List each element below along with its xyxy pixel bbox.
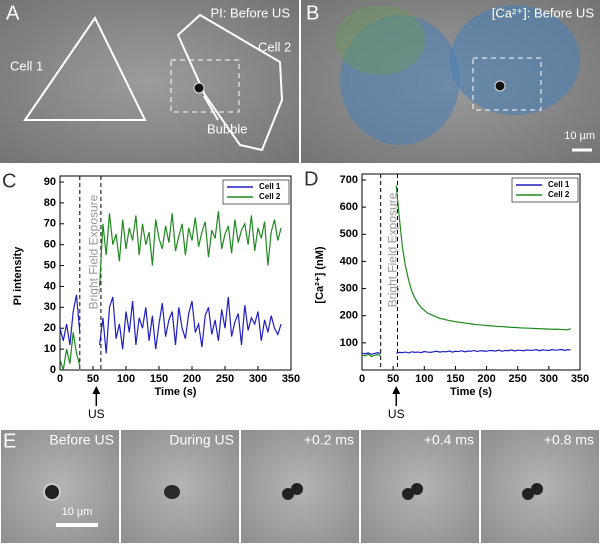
bubble	[43, 483, 61, 501]
y-tick-label: 300	[340, 282, 358, 294]
scale-label: 10 µm	[564, 130, 595, 142]
frame-label: During US	[169, 432, 234, 448]
x-tick-label: 100	[415, 373, 433, 385]
x-tick-label: 50	[387, 373, 399, 385]
legend-label: Cell 1	[259, 182, 281, 191]
legend-label: Cell 1	[548, 180, 570, 189]
y-tick-label: 10	[44, 343, 56, 355]
x-axis-label: Time (s)	[155, 386, 197, 398]
bubble-label: Bubble	[207, 121, 247, 136]
cell-label: Cell 1	[10, 58, 43, 73]
y-tick-label: 500	[340, 228, 358, 240]
image-title: [Ca²⁺]: Before US	[492, 5, 595, 20]
bubble	[193, 82, 205, 94]
y-tick-label: 30	[44, 301, 56, 313]
y-tick-label: 40	[44, 280, 56, 292]
x-tick-label: 0	[359, 373, 365, 385]
y-tick-label: 50	[44, 259, 56, 271]
scale-label: 10 µm	[62, 506, 93, 518]
y-tick-label: 90	[44, 176, 56, 188]
us-label: US	[88, 407, 105, 421]
x-tick-label: 300	[249, 373, 267, 385]
x-axis-label: Time (s)	[450, 386, 492, 398]
y-tick-label: 200	[340, 310, 358, 322]
bubble	[494, 80, 506, 92]
x-tick-label: 150	[446, 373, 464, 385]
panel-label: A	[6, 2, 20, 24]
legend-box	[511, 177, 579, 203]
charts: 0 10 20 30 40 50 60 70 80 90 0 50 100 150 200 250 300 350…	[2, 168, 589, 421]
y-axis-label: [Ca²⁺] (nM)	[314, 246, 326, 303]
us-label: US	[388, 407, 405, 421]
bubble	[164, 485, 180, 499]
fluorescence	[340, 15, 460, 145]
series-line	[59, 211, 282, 371]
y-tick-label: 700	[340, 174, 358, 186]
frame-label: +0.8 ms	[544, 432, 594, 448]
fluorescence	[335, 5, 425, 75]
legend-label: Cell 2	[259, 192, 281, 201]
bubble	[522, 488, 534, 500]
legend-label: Cell 2	[548, 190, 570, 199]
panel-a: A PI: Before US Cell 1 Cell 2 Bubble	[0, 0, 299, 163]
panel-label: C	[2, 170, 16, 192]
x-tick-label: 350	[282, 373, 300, 385]
bubble	[402, 488, 414, 500]
frame-label: Before US	[49, 432, 114, 448]
roi-box	[170, 59, 240, 113]
frame-label: +0.2 ms	[304, 432, 354, 448]
panel-label: D	[304, 168, 318, 190]
panel-b: B [Ca²⁺]: Before US 10 µm	[301, 0, 600, 163]
video-frame	[121, 430, 239, 543]
annotation: Bright Field Exposure	[87, 194, 101, 309]
x-tick-label: 100	[117, 373, 135, 385]
y-axis-label: PI intensity	[12, 246, 24, 306]
y-tick-label: 600	[340, 201, 358, 213]
y-tick-label: 0	[50, 364, 56, 376]
y-tick-label: 100	[340, 337, 358, 349]
cell-label: Cell 2	[258, 39, 291, 54]
cell-outline	[176, 13, 284, 152]
x-tick-label: 350	[571, 373, 589, 385]
y-tick-label: 20	[44, 322, 56, 334]
y-tick-label: 60	[44, 239, 56, 251]
panel-e: Before US During US +0.2 ms +0.4 ms +0.8 ms E…	[1, 430, 599, 543]
x-tick-label: 200	[477, 373, 495, 385]
x-tick-label: 50	[87, 373, 99, 385]
x-tick-label: 300	[540, 373, 558, 385]
x-tick-label: 250	[216, 373, 234, 385]
us-arrow-head	[392, 386, 401, 394]
legend-box	[222, 179, 290, 205]
roi-box	[472, 57, 542, 111]
x-tick-label: 200	[183, 373, 201, 385]
us-arrow-head	[92, 386, 101, 394]
bubble	[291, 483, 303, 495]
micrograph	[0, 0, 299, 163]
cell-outline	[23, 16, 147, 121]
y-tick-label: 70	[44, 218, 56, 230]
image-title: PI: Before US	[211, 5, 291, 20]
fluorescence	[450, 5, 580, 115]
series-line	[59, 294, 282, 354]
bubble	[282, 488, 294, 500]
y-tick-label: 400	[340, 255, 358, 267]
y-tick-label: 80	[44, 197, 56, 209]
x-tick-label: 0	[57, 373, 63, 385]
bubble	[531, 483, 543, 495]
arrow	[203, 95, 219, 121]
panel-label: E	[3, 430, 16, 452]
series-line	[361, 348, 571, 355]
panel-label: B	[306, 2, 319, 24]
plot-frame	[59, 175, 292, 371]
series-line	[361, 185, 571, 358]
frame-label: +0.4 ms	[424, 432, 474, 448]
x-tick-label: 150	[150, 373, 168, 385]
annotation: Bright Field Exposure	[385, 192, 399, 307]
x-tick-label: 250	[509, 373, 527, 385]
bubble	[411, 483, 423, 495]
